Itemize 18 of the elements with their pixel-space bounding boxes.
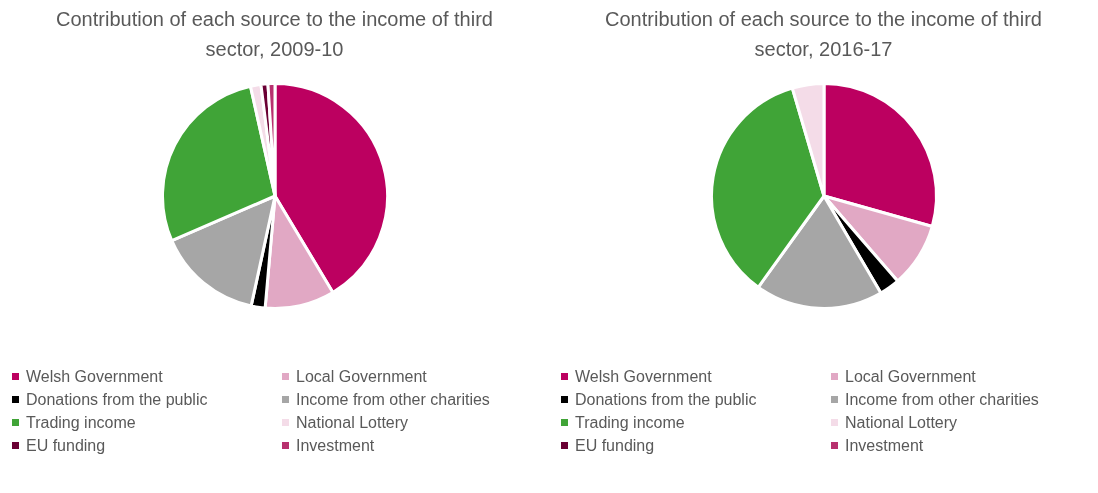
legend-label: Investment [296, 436, 375, 456]
legend-label: Local Government [845, 367, 976, 387]
chart-title: Contribution of each source to the income of third sector, 2009-10 [55, 7, 494, 62]
legend-label: Welsh Government [26, 367, 163, 387]
legend-label: Investment [845, 436, 924, 456]
legend-label: National Lottery [845, 413, 958, 433]
legend-label: Local Government [296, 367, 427, 387]
legend-label: Trading income [575, 413, 685, 433]
legend-label: Income from other charities [296, 390, 490, 410]
legend-label: Trading income [26, 413, 136, 433]
legend-label: Welsh Government [575, 367, 712, 387]
legend-label: Donations from the public [575, 390, 757, 410]
legend-label: Income from other charities [845, 390, 1039, 410]
legend-label: EU funding [26, 436, 106, 456]
chart-title: Contribution of each source to the income of third sector, 2016-17 [604, 7, 1043, 62]
legend-label: National Lottery [296, 413, 409, 433]
legend-label: Donations from the public [26, 390, 208, 410]
legend-label: EU funding [575, 436, 655, 456]
